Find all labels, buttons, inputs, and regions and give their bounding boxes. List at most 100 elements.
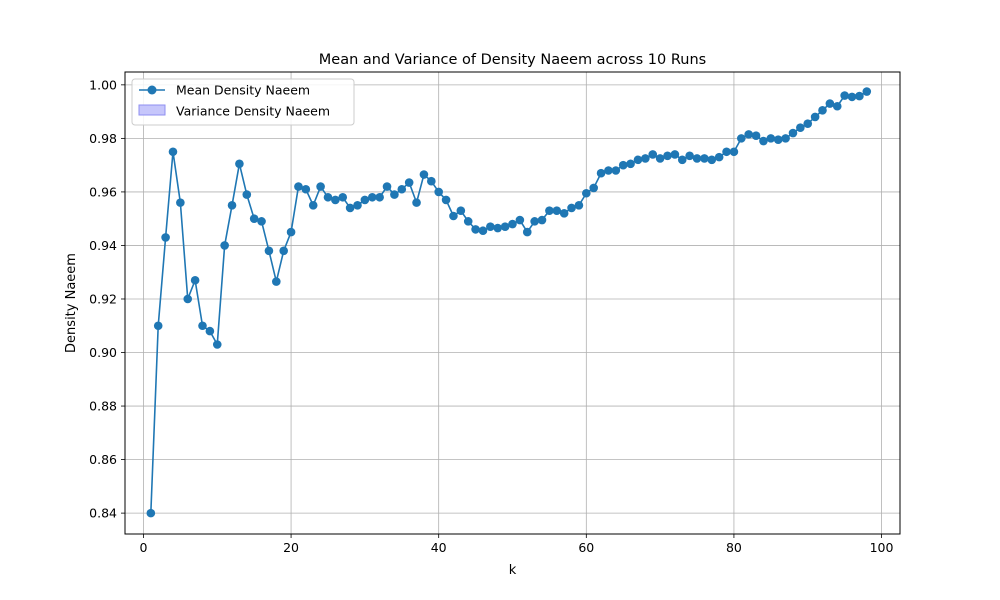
data-point xyxy=(825,99,835,108)
y-tick-label: 0.96 xyxy=(89,184,117,199)
data-point xyxy=(367,192,377,202)
y-axis-ticks: 0.84 0.86 0.88 0.90 0.92 0.94 0.96 0.98 1.00 xyxy=(89,77,125,521)
data-point xyxy=(832,101,842,111)
series-layer xyxy=(146,87,872,518)
y-tick-label: 0.90 xyxy=(89,345,117,360)
data-point xyxy=(471,225,480,234)
data-point xyxy=(722,147,731,157)
data-point xyxy=(404,178,414,187)
legend-label-mean: Mean Density Naeem xyxy=(176,83,310,98)
data-point xyxy=(729,147,739,157)
data-point xyxy=(582,188,591,198)
data-point xyxy=(375,192,384,202)
data-point xyxy=(751,131,761,141)
data-point xyxy=(272,277,281,286)
data-point xyxy=(766,134,776,143)
data-point xyxy=(692,154,702,163)
data-point xyxy=(537,215,547,225)
x-tick-label: 40 xyxy=(431,540,447,555)
data-point xyxy=(545,206,554,215)
y-tick-label: 0.98 xyxy=(89,131,117,146)
data-point xyxy=(648,150,658,159)
data-point xyxy=(714,152,724,162)
data-point xyxy=(685,151,694,161)
data-point xyxy=(434,187,443,197)
data-point xyxy=(382,182,392,191)
data-point xyxy=(331,195,340,205)
y-tick-label: 1.00 xyxy=(89,77,117,92)
data-point xyxy=(419,170,429,179)
data-point xyxy=(611,166,621,175)
data-point xyxy=(478,226,488,236)
data-point xyxy=(759,136,768,146)
legend-label-variance: Variance Density Naeem xyxy=(176,104,330,119)
data-point xyxy=(279,246,288,256)
data-point xyxy=(456,206,466,215)
data-point xyxy=(641,154,650,163)
data-point xyxy=(412,198,421,207)
data-point xyxy=(227,201,237,210)
data-point xyxy=(796,123,805,132)
data-point xyxy=(264,246,274,256)
y-tick-label: 0.86 xyxy=(89,452,117,467)
x-axis-label: k xyxy=(509,563,517,578)
data-point xyxy=(700,154,709,163)
data-point xyxy=(522,227,532,237)
data-point xyxy=(707,155,717,165)
x-tick-label: 80 xyxy=(726,540,742,555)
x-tick-label: 60 xyxy=(578,540,594,555)
data-point xyxy=(286,227,296,237)
data-point xyxy=(840,91,849,100)
plot-area-background xyxy=(125,72,900,534)
data-point xyxy=(427,176,436,186)
data-point xyxy=(500,222,510,232)
data-point xyxy=(486,222,495,232)
data-point xyxy=(316,182,325,191)
data-point xyxy=(390,190,399,199)
y-tick-label: 0.84 xyxy=(89,506,117,521)
data-point xyxy=(663,151,672,161)
data-point xyxy=(353,201,362,210)
data-point xyxy=(301,184,311,194)
data-point xyxy=(345,203,355,213)
data-point xyxy=(176,198,185,207)
data-point xyxy=(530,217,539,226)
data-point xyxy=(257,217,266,226)
data-point xyxy=(449,211,458,221)
data-point xyxy=(441,195,451,205)
legend-box xyxy=(131,78,355,126)
data-point xyxy=(626,159,635,169)
data-point xyxy=(655,154,665,163)
legend: Mean Density Naeem Variance Density Naee… xyxy=(131,78,355,126)
data-point xyxy=(589,183,598,193)
data-point xyxy=(596,168,606,178)
data-point xyxy=(670,150,680,159)
data-point xyxy=(235,159,244,169)
data-point xyxy=(190,275,200,285)
data-point xyxy=(862,87,872,96)
data-point xyxy=(249,214,259,223)
y-tick-label: 0.92 xyxy=(89,291,117,306)
x-tick-label: 100 xyxy=(870,540,894,555)
data-point xyxy=(205,326,215,336)
data-point xyxy=(153,321,163,331)
x-tick-label: 20 xyxy=(283,540,299,555)
data-point xyxy=(567,203,576,213)
data-point xyxy=(737,134,746,143)
data-point xyxy=(493,223,503,233)
data-point xyxy=(810,112,820,122)
data-point xyxy=(574,201,584,210)
data-point xyxy=(552,206,562,215)
y-tick-label: 0.94 xyxy=(89,238,117,253)
data-point xyxy=(508,219,517,229)
data-point xyxy=(212,340,222,349)
data-point xyxy=(773,135,783,145)
data-point xyxy=(323,192,333,202)
data-point xyxy=(360,195,370,205)
data-point xyxy=(781,134,790,143)
gridlines xyxy=(125,72,900,534)
data-point xyxy=(397,184,407,194)
data-point xyxy=(220,241,229,250)
chart-title: Mean and Variance of Density Naeem acros… xyxy=(319,52,706,68)
